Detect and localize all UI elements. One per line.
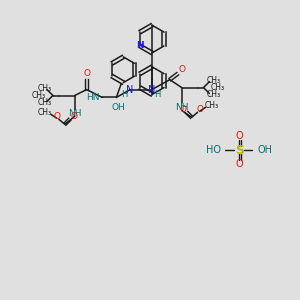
- Text: CH₃: CH₃: [210, 83, 224, 92]
- Text: H: H: [154, 90, 160, 99]
- Text: CH₃: CH₃: [206, 90, 220, 99]
- Text: S: S: [235, 143, 244, 157]
- Text: H: H: [121, 90, 127, 99]
- Text: OH: OH: [111, 103, 125, 112]
- Text: CH₃: CH₃: [206, 76, 220, 85]
- Text: CH₃: CH₃: [32, 91, 46, 100]
- Text: O: O: [236, 131, 243, 141]
- Text: O: O: [53, 112, 60, 121]
- Text: CH₃: CH₃: [38, 98, 52, 107]
- Text: NH: NH: [175, 103, 188, 112]
- Text: HN: HN: [86, 93, 100, 102]
- Text: O: O: [70, 112, 77, 121]
- Text: OH: OH: [257, 145, 272, 155]
- Text: N: N: [127, 85, 134, 94]
- Text: HO: HO: [206, 145, 221, 155]
- Text: O: O: [196, 105, 203, 114]
- Text: N: N: [148, 85, 156, 94]
- Text: O: O: [236, 159, 243, 169]
- Text: O: O: [179, 105, 186, 114]
- Text: O: O: [83, 69, 90, 78]
- Text: NH: NH: [68, 109, 82, 118]
- Text: N: N: [136, 41, 144, 50]
- Text: CH₃: CH₃: [38, 108, 52, 117]
- Text: CH₃: CH₃: [204, 101, 218, 110]
- Text: CH₃: CH₃: [38, 84, 52, 93]
- Text: O: O: [178, 65, 185, 74]
